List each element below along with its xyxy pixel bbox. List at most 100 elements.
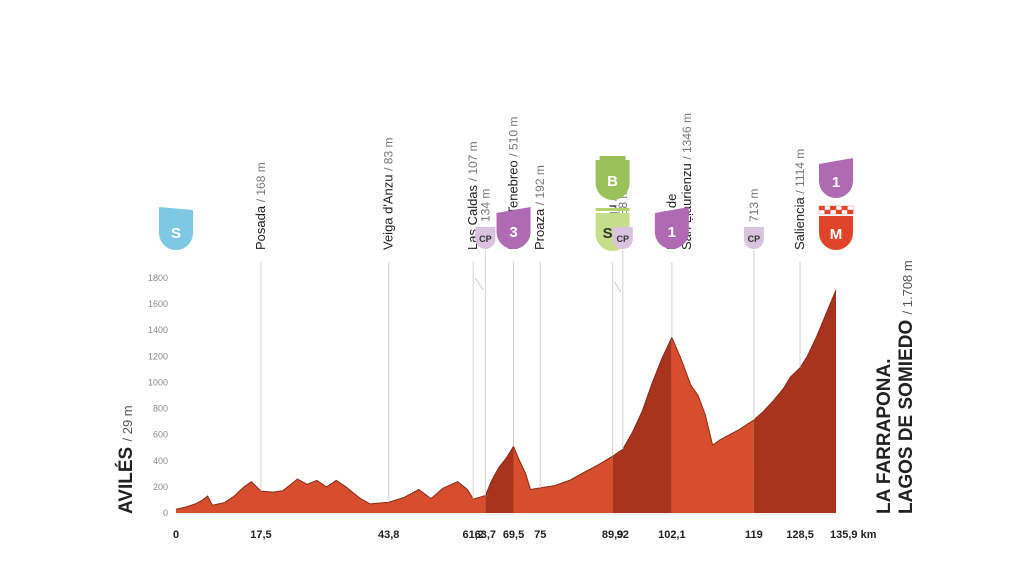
- waypoint-name: Saliencia / 1114 m: [792, 149, 807, 250]
- badge-label: B: [607, 173, 618, 190]
- finish-checker-icon: [847, 209, 854, 215]
- y-tick-label: 600: [153, 430, 168, 440]
- cp-altitude-label: 713 m: [747, 189, 761, 222]
- y-tick-label: 1200: [148, 351, 168, 361]
- finish-town-label: LA FARRAPONA. LAGOS DE SOMIEDO / 1.708 m: [874, 260, 917, 514]
- finish-checker-icon: [835, 209, 842, 215]
- profile-segment: [513, 446, 613, 513]
- x-tick-label: 102,1: [658, 529, 686, 541]
- final-climb-badge: [819, 164, 853, 198]
- y-tick-label: 1000: [148, 377, 168, 387]
- waypoint-label: Saliencia / 1114 m: [792, 149, 807, 250]
- waypoint-altitude: / 1114 m: [793, 149, 807, 194]
- finish-town-altitude: / 1.708 m: [900, 260, 915, 314]
- finish-checker-icon: [841, 205, 848, 211]
- badge-label: M: [830, 226, 843, 243]
- y-tick-label: 0: [163, 508, 168, 518]
- waypoint-name-text: Saliencia: [792, 194, 807, 250]
- x-tick-label: 119: [745, 529, 763, 541]
- leader-line: [614, 281, 622, 293]
- x-tick-label: 43,8: [378, 529, 399, 541]
- waypoint-altitude: / 1346 m: [680, 113, 694, 160]
- y-tick-label: 400: [153, 456, 168, 466]
- badge-label: 3: [509, 224, 517, 241]
- waypoint-label: Proaza / 192 m: [532, 165, 547, 250]
- start-town-label: AVILÉS / 29 m: [115, 405, 137, 514]
- x-tick-label: 135,9 km: [830, 529, 877, 541]
- category-flag-icon: [819, 158, 853, 165]
- start-badge: [159, 214, 193, 250]
- x-tick-label: 92: [617, 529, 629, 541]
- y-tick-label: 1400: [148, 325, 168, 335]
- waypoint-altitude: / 168 m: [254, 162, 268, 202]
- start-town-name: AVILÉS: [115, 442, 137, 515]
- waypoint-altitude: / 192 m: [533, 165, 547, 205]
- finish-checker-icon: [824, 209, 831, 215]
- finish-checker-icon: [830, 205, 837, 211]
- badge-label: 1: [832, 174, 840, 191]
- bonus-cap: [599, 156, 626, 160]
- finish-badge: [819, 216, 853, 250]
- x-tick-label: 63,7: [475, 529, 496, 541]
- y-tick-label: 1600: [148, 299, 168, 309]
- waypoint-altitude: / 510 m: [507, 117, 521, 157]
- badge-label: CP: [617, 234, 630, 244]
- waypoint-altitude: / 107 m: [466, 141, 480, 181]
- bonus-badge: [595, 160, 630, 200]
- cp-altitude-text: 713 m: [747, 189, 761, 222]
- x-tick-label: 61,2: [463, 529, 484, 541]
- x-tick-label: 0: [173, 529, 179, 541]
- badge-label: CP: [479, 234, 492, 244]
- x-tick-label: 69,5: [503, 529, 524, 541]
- finish-checker-icon: [824, 205, 831, 211]
- climb-category-badge: [496, 213, 531, 249]
- y-tick-label: 200: [153, 482, 168, 492]
- finish-town-name-line2: LAGOS DE SOMIEDO: [896, 314, 917, 514]
- profile-segment: [176, 479, 486, 513]
- checkpoint-badge: [743, 227, 764, 249]
- profile-segment: [671, 337, 754, 513]
- profile-segment: [612, 337, 672, 513]
- category-flag-icon: [496, 207, 531, 214]
- y-tick-label: 1800: [148, 273, 168, 283]
- finish-checker-icon: [818, 205, 825, 211]
- badge-label: 1: [668, 224, 676, 241]
- waypoint-name-text: Proaza: [532, 205, 547, 250]
- finish-checker-icon: [818, 209, 825, 215]
- x-tick-label: 75: [534, 529, 546, 541]
- profile-segment: [753, 290, 836, 513]
- start-flag-icon: [159, 207, 193, 214]
- waypoint-name-text: Posada: [253, 202, 268, 250]
- finish-town-name-line1: LA FARRAPONA.: [874, 358, 895, 514]
- waypoint-name: Veiga d'Anzu / 83 m: [381, 138, 396, 250]
- waypoint-name: Posada / 168 m: [253, 162, 268, 250]
- x-tick-label: 89,9: [602, 529, 623, 541]
- profile-segment: [485, 446, 514, 513]
- badge-label: CP: [748, 234, 761, 244]
- start-town-text: AVILÉS / 29 m: [115, 405, 137, 514]
- waypoint-name-text: Veiga d'Anzu: [381, 171, 396, 250]
- waypoint-label: Veiga d'Anzu / 83 m: [381, 138, 396, 250]
- finish-checker-icon: [847, 205, 854, 211]
- finish-checker-icon: [835, 205, 842, 211]
- waypoint-altitude: / 83 m: [382, 138, 396, 171]
- climb-category-badge: [654, 213, 689, 249]
- cp-altitude-text: 134 m: [478, 189, 492, 222]
- finish-town-text: LAGOS DE SOMIEDO / 1.708 m: [896, 260, 917, 514]
- finish-checker-icon: [830, 209, 837, 215]
- leader-line: [474, 277, 484, 291]
- finish-checker-icon: [841, 209, 848, 215]
- checkpoint-badge: [612, 227, 633, 249]
- x-tick-label: 17,5: [250, 529, 271, 541]
- x-tick-label: 128,5: [786, 529, 814, 541]
- badge-label: S: [171, 225, 181, 242]
- waypoint-label: Posada / 168 m: [253, 162, 268, 250]
- sprint-stripe: [595, 208, 630, 211]
- category-flag-icon: [654, 207, 689, 214]
- profile-outline: [175, 289, 837, 510]
- checkpoint-badge: [475, 227, 496, 249]
- waypoint-name: Proaza / 192 m: [532, 165, 547, 250]
- start-town-altitude: / 29 m: [120, 405, 135, 441]
